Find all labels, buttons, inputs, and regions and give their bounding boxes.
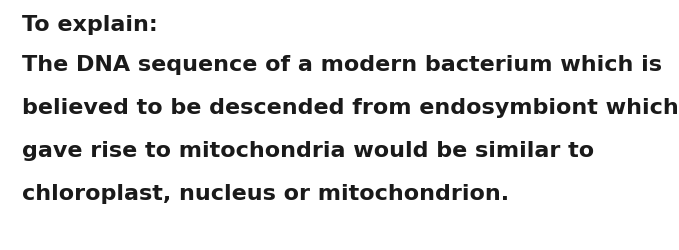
- Text: The DNA sequence of a modern bacterium which is: The DNA sequence of a modern bacterium w…: [22, 55, 662, 75]
- Text: To explain:: To explain:: [22, 15, 158, 35]
- Text: believed to be descended from endosymbiont which: believed to be descended from endosymbio…: [22, 98, 679, 118]
- Text: chloroplast, nucleus or mitochondrion.: chloroplast, nucleus or mitochondrion.: [22, 184, 509, 204]
- Text: gave rise to mitochondria would be similar to: gave rise to mitochondria would be simil…: [22, 141, 594, 161]
